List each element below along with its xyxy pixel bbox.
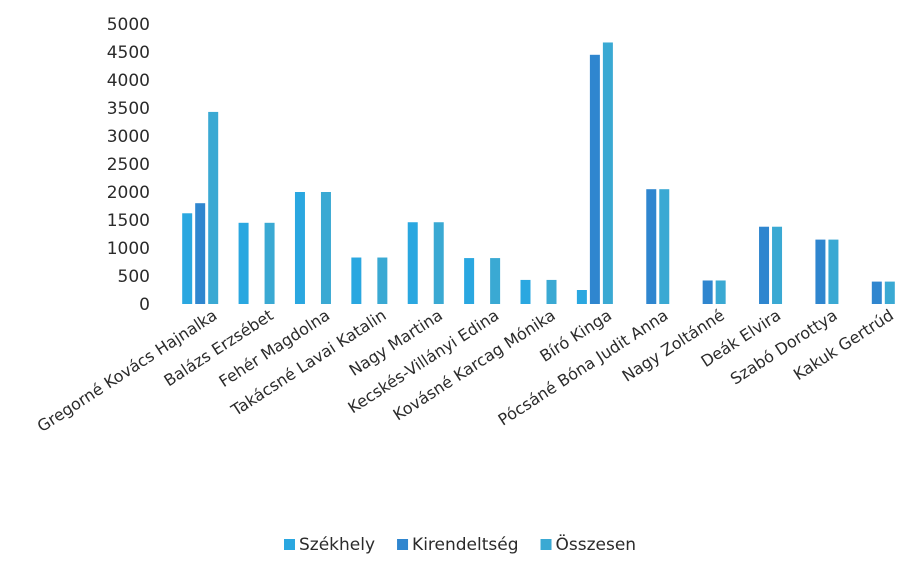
bar-kirendelts-g: [702, 280, 713, 304]
bar-sz-khely: [238, 222, 249, 304]
bar--sszesen: [772, 226, 783, 304]
y-tick-label: 5000: [107, 15, 150, 35]
y-tick-label: 0: [139, 295, 150, 315]
bar--sszesen: [377, 257, 388, 304]
legend-label: Székhely: [299, 535, 375, 555]
legend-swatch: [284, 539, 295, 550]
bar--sszesen: [602, 42, 613, 304]
bar-kirendelts-g: [871, 281, 882, 304]
bar--sszesen: [320, 192, 331, 304]
bar-sz-khely: [294, 192, 305, 304]
bar-kirendelts-g: [195, 203, 206, 304]
y-tick-label: 1000: [107, 239, 150, 259]
bar--sszesen: [208, 111, 219, 304]
y-tick-label: 4000: [107, 71, 150, 91]
bar-sz-khely: [182, 213, 193, 304]
bar-sz-khely: [407, 222, 418, 304]
bar-sz-khely: [351, 257, 362, 304]
y-tick-label: 3000: [107, 127, 150, 147]
y-tick-label: 1500: [107, 211, 150, 231]
bar--sszesen: [264, 222, 275, 304]
bar--sszesen: [546, 279, 557, 304]
bar-sz-khely: [520, 279, 531, 304]
bar-sz-khely: [576, 290, 587, 304]
bar--sszesen: [659, 189, 670, 304]
bar-sz-khely: [464, 258, 475, 304]
bar-kirendelts-g: [759, 226, 770, 304]
y-tick-label: 2500: [107, 155, 150, 175]
x-tick-label: Kakuk Gertrúd: [790, 305, 897, 384]
bar--sszesen: [884, 281, 895, 304]
bar--sszesen: [828, 239, 839, 304]
bar--sszesen: [490, 258, 501, 304]
legend-swatch: [397, 539, 409, 550]
bar--sszesen: [715, 280, 726, 304]
bar-kirendelts-g: [815, 239, 826, 304]
bar--sszesen: [433, 222, 444, 304]
y-tick-label: 500: [118, 267, 150, 287]
legend: Székhely Kirendeltség Összesen: [284, 533, 636, 555]
bar-kirendelts-g: [646, 189, 657, 304]
legend-label: Kirendeltség: [412, 535, 518, 555]
legend-swatch: [540, 539, 552, 550]
legend-label: Összesen: [556, 533, 637, 555]
y-tick-label: 3500: [107, 99, 150, 119]
bar-kirendelts-g: [589, 54, 600, 304]
bars: [182, 42, 895, 304]
y-tick-label: 2000: [107, 183, 150, 203]
y-axis: 0 500 1000 1500 2000 2500 3000 3500 4000 4500 5000: [107, 15, 150, 315]
y-tick-label: 4500: [107, 43, 150, 63]
